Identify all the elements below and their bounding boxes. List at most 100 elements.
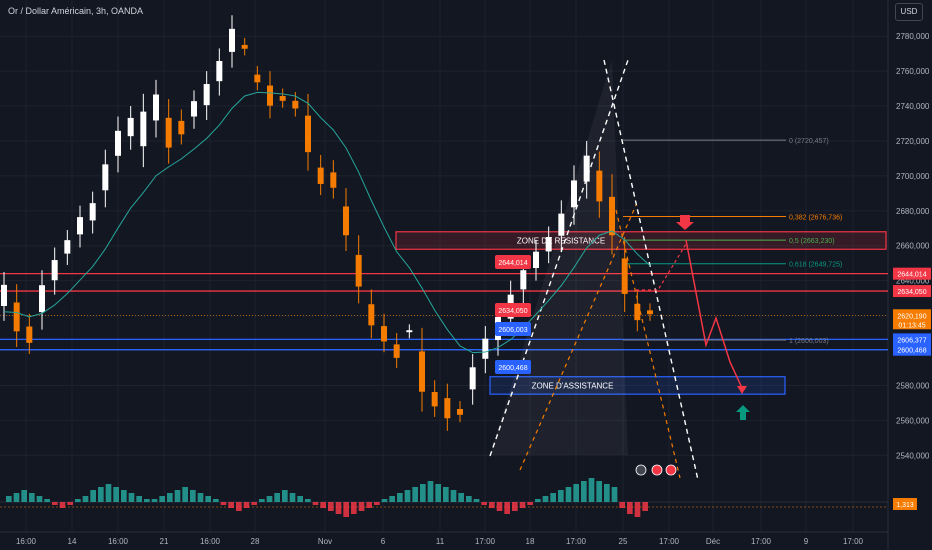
level-price-tag-text: 2634,050 [498,308,527,315]
dividend-event-icon[interactable] [635,464,647,476]
histogram-bar [220,502,227,505]
histogram-bar [527,502,533,505]
candle-body [634,303,641,321]
histogram-bar [75,499,81,502]
histogram-bar [67,502,73,505]
x-tick-label: 17:00 [475,537,496,546]
histogram-bar [496,502,503,511]
candle-body [482,338,489,359]
fib-level-label: 0,382 (2676,736) [789,215,842,222]
histogram-bar [512,502,518,511]
candle-body [558,213,565,236]
level-price-tag [495,360,531,374]
candle-body [431,391,438,407]
y-tick-label: 2660,000 [896,242,930,251]
histogram-bar [282,490,288,502]
candle-body [279,96,286,101]
histogram-bar [174,490,181,502]
histogram-bar [458,493,464,502]
histogram-bar [374,502,380,505]
candle-body [533,251,539,269]
fib-level-label: 0 (2720,457) [789,138,829,145]
histogram-bar [397,493,403,502]
histogram-bar [366,502,372,508]
histogram-bar [105,484,112,502]
candle-body [178,120,185,135]
histogram-bar [312,502,319,505]
y-tick-label: 2780,000 [896,32,930,41]
candle-body [330,172,337,188]
axis-label-resistance-1-text: 2644,014 [897,272,926,279]
level-price-tag [495,322,531,336]
histogram-bar [588,478,595,502]
histogram-bar [519,502,526,508]
ema-line [3,91,651,354]
histogram-bar [6,496,12,502]
candle-body [140,111,147,147]
axis-label-resistance-2 [893,285,931,298]
candle-body [317,167,324,184]
histogram-bar [351,502,357,514]
histogram-bar [535,499,541,502]
candle-body [39,285,45,313]
histogram-bar [167,493,173,502]
candle-body [26,326,33,343]
candle-body [596,170,603,202]
histogram-bar [82,496,89,502]
economic-event-icon[interactable] [651,464,663,476]
candle-body [1,284,7,306]
histogram-bar [389,496,395,502]
current-price-text: 2620,190 [897,313,926,320]
candle-body [368,304,375,326]
x-tick-label: Déc [706,537,720,546]
candle-body [457,409,463,415]
candle-body [355,254,362,287]
oscillator-value-tag [893,498,917,510]
candle-body [406,330,413,333]
y-tick-label: 2560,000 [896,416,930,425]
histogram-bar [381,499,388,502]
histogram-bar [558,490,564,502]
level-price-tag-text: 2600,468 [498,365,527,372]
histogram-bar [611,487,618,502]
histogram-bar [59,502,66,508]
economic-event-icon[interactable] [665,464,677,476]
histogram-bar [36,496,43,502]
histogram-bar [136,496,142,502]
candle-body [647,310,653,315]
level-price-tag [495,303,531,317]
candle-body [267,85,273,106]
x-tick-label: 9 [804,537,809,546]
histogram-bar [427,481,434,502]
histogram-bar [504,502,510,514]
histogram-bar [604,484,610,502]
currency-button[interactable]: USD [895,3,923,21]
histogram-bar [305,499,311,502]
histogram-bar [21,490,27,502]
histogram-bar [642,502,648,511]
histogram-bar [121,490,127,502]
channel-line-2 [615,209,681,479]
x-tick-label: Nov [318,537,332,546]
histogram-bar [420,484,426,502]
candle-body [419,351,425,392]
candle-body [444,398,451,419]
histogram-bar [619,502,625,508]
candle-body [229,28,235,52]
level-price-tag-text: 2644,014 [498,260,527,267]
x-tick-label: 17:00 [843,537,864,546]
x-tick-label: 28 [251,537,260,546]
x-tick-label: 17:00 [751,537,772,546]
histogram-bar [274,493,280,502]
wedge-upper-line [489,59,629,457]
support-zone [489,376,786,395]
histogram-bar [596,481,602,502]
x-tick-label: 11 [436,537,445,546]
fib-level-label: 1 (2606,003) [789,338,829,345]
axis-label-support-2-text: 2600,468 [897,348,926,355]
oscillator-value-text: 1,313 [896,502,914,509]
histogram-bar [435,484,441,502]
histogram-bar [13,493,20,502]
histogram-bar [443,487,449,502]
